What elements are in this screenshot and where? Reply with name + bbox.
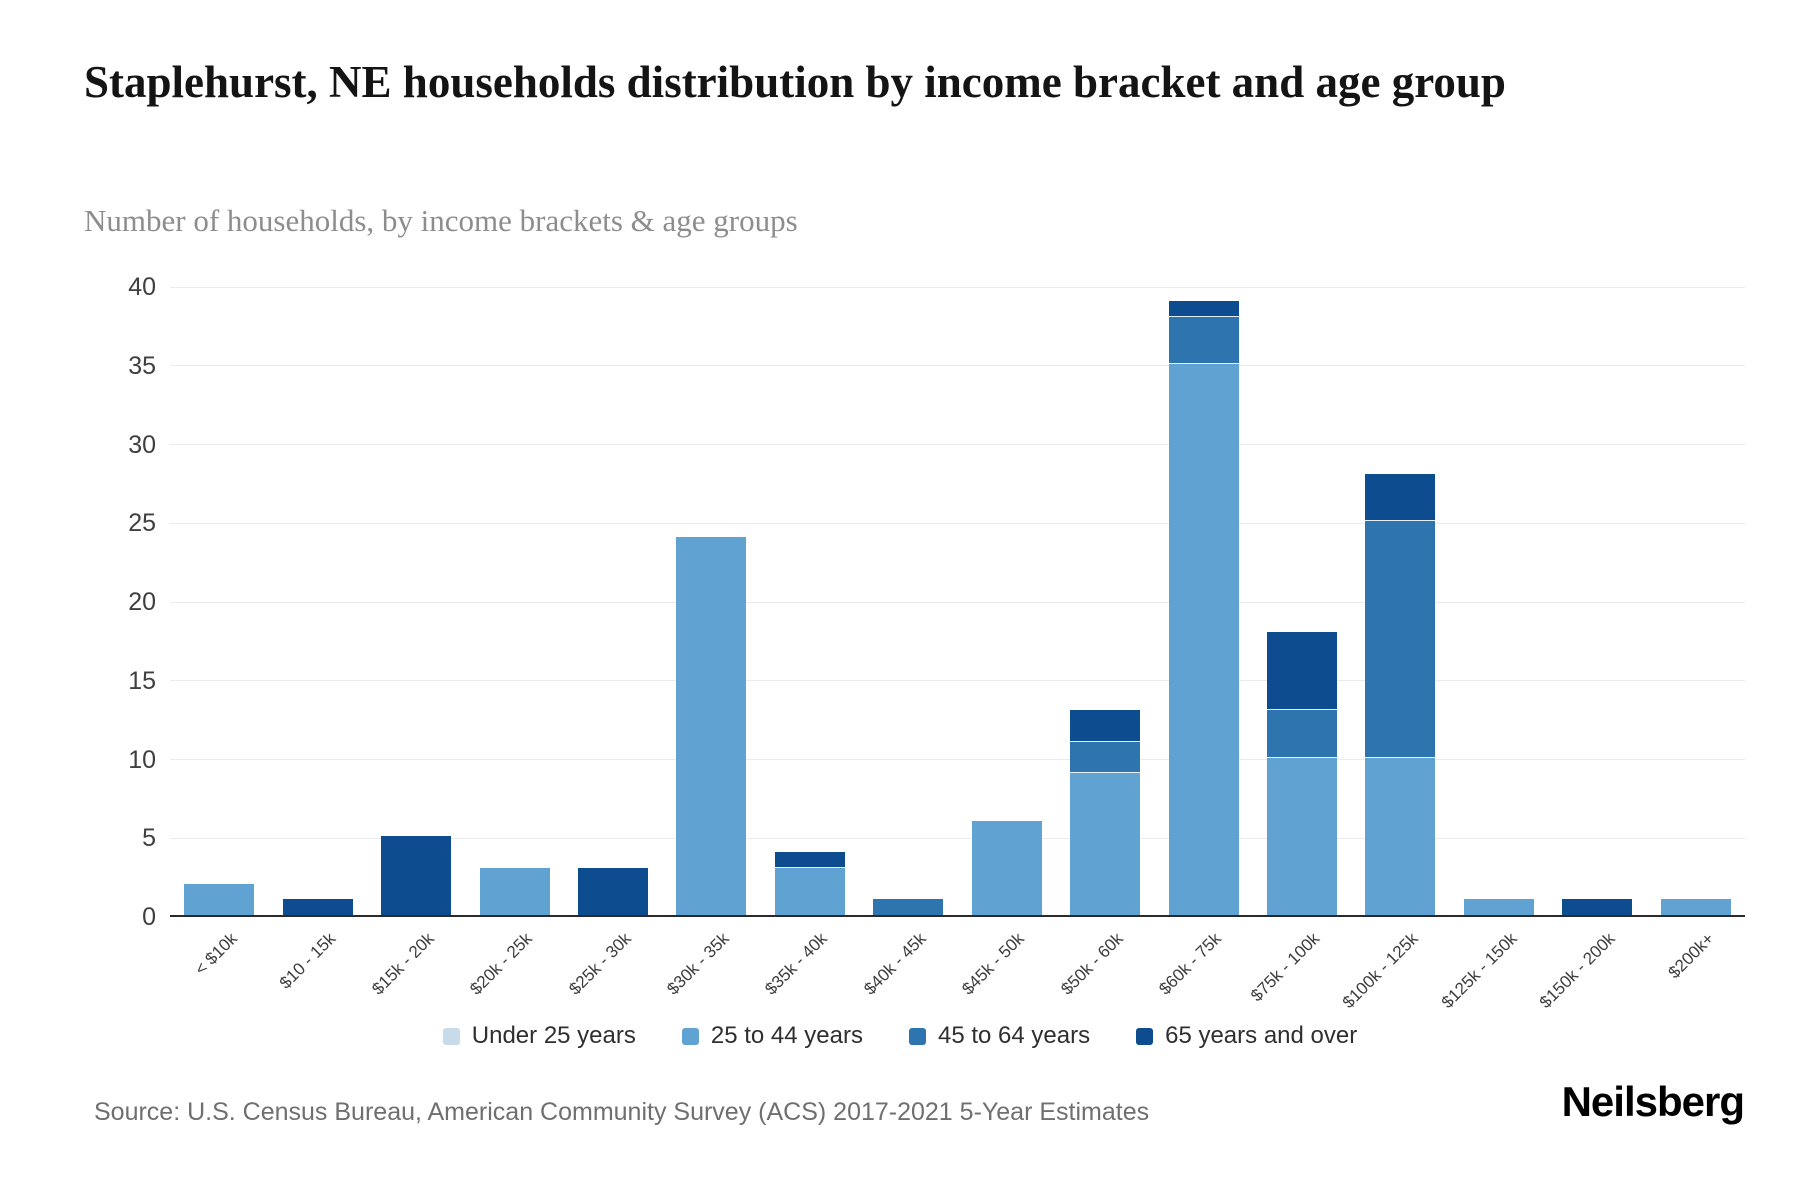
x-axis-tick-label: $150k - 200k: [1535, 929, 1619, 1012]
legend-swatch: [908, 1027, 926, 1045]
bar-segment[interactable]: [1168, 316, 1239, 364]
bar-stack: [1562, 287, 1633, 915]
x-axis-tick-label: $15k - 20k: [367, 929, 438, 999]
chart-title: Staplehurst, NE households distribution …: [84, 57, 1506, 107]
bar-segment[interactable]: [184, 883, 255, 915]
y-axis-tick-label: 30: [128, 430, 156, 459]
y-gridline: [170, 680, 1745, 682]
bar-segment[interactable]: [1070, 710, 1141, 742]
bar-stack: [479, 287, 550, 915]
bar-segment[interactable]: [676, 537, 747, 915]
bar-stack: [971, 287, 1042, 915]
y-gridline: [170, 837, 1745, 839]
x-axis-tick-label: $75k - 100k: [1247, 929, 1324, 1006]
bar-segment[interactable]: [1070, 773, 1141, 915]
y-gridline: [170, 444, 1745, 445]
legend: Under 25 years 25 to 44 years 45 to 64 yea…: [0, 1022, 1800, 1050]
source-text: Source: U.S. Census Bureau, American Com…: [94, 1098, 1150, 1126]
x-axis-tick-label: $25k - 30k: [564, 929, 635, 999]
x-axis-tick-label: $50k - 60k: [1057, 929, 1127, 999]
bar-stack: [1267, 287, 1338, 915]
legend-swatch: [442, 1027, 460, 1045]
y-axis-tick-label: 35: [128, 351, 156, 380]
x-axis-tick-label: $35k - 40k: [761, 929, 832, 999]
bar-segment[interactable]: [479, 867, 550, 915]
bar-segment[interactable]: [873, 899, 944, 915]
bar-segment[interactable]: [1267, 631, 1338, 711]
legend-item[interactable]: 25 to 44 years: [681, 1022, 863, 1050]
y-axis-tick-label: 5: [142, 824, 156, 853]
y-gridline: [170, 365, 1745, 367]
bar-segment[interactable]: [971, 820, 1042, 915]
bar-segment[interactable]: [774, 852, 845, 868]
x-axis-tick-label: $40k - 45k: [860, 929, 930, 999]
bar-stack: [774, 287, 845, 915]
bar-stack: [873, 287, 944, 915]
bar-segment[interactable]: [577, 867, 648, 915]
bar-stack: [1463, 287, 1534, 915]
legend-swatch: [1136, 1027, 1154, 1045]
bar-segment[interactable]: [1168, 363, 1239, 915]
bar-stack: [184, 287, 255, 915]
bar-stack: [676, 287, 747, 915]
y-axis-tick-label: 10: [128, 745, 156, 774]
bar-stack: [1070, 287, 1141, 915]
bar-segment[interactable]: [1365, 757, 1436, 915]
x-axis-tick-label: $100k - 125k: [1338, 929, 1422, 1012]
x-axis-tick-label: < $10k: [190, 929, 241, 979]
y-axis-tick-label: 40: [128, 273, 156, 301]
bar-segment[interactable]: [381, 836, 452, 915]
y-gridline: [170, 522, 1745, 524]
x-axis-tick-label: $10 - 15k: [275, 929, 340, 993]
legend-item[interactable]: 65 years and over: [1136, 1022, 1357, 1050]
y-gridline: [170, 286, 1745, 288]
x-axis-tick-label: $125k - 150k: [1437, 929, 1521, 1012]
bar-stack: [577, 287, 648, 915]
legend-item[interactable]: Under 25 years: [442, 1022, 636, 1050]
chart-subtitle: Number of households, by income brackets…: [84, 203, 798, 238]
bar-segment[interactable]: [1168, 300, 1239, 317]
bar-segment[interactable]: [1463, 899, 1534, 915]
legend-swatch: [681, 1027, 699, 1045]
bar-stack: [282, 287, 353, 915]
bar-stack: [1660, 287, 1731, 915]
legend-label: 45 to 64 years: [937, 1022, 1091, 1049]
legend-label: 25 to 44 years: [710, 1022, 863, 1049]
bar-segment[interactable]: [1660, 899, 1731, 915]
y-axis-tick-label: 0: [142, 903, 156, 931]
x-axis-tick-label: $30k - 35k: [663, 929, 733, 999]
bar-stack: [1365, 287, 1436, 915]
y-gridline: [170, 759, 1745, 760]
y-axis-tick-label: 15: [128, 666, 156, 695]
y-gridline: [170, 601, 1745, 603]
x-axis-tick-label: $200k+: [1664, 929, 1718, 983]
y-axis-tick-label: 25: [128, 509, 156, 538]
bar-segment[interactable]: [1365, 474, 1436, 522]
bar-segment[interactable]: [282, 899, 353, 915]
x-axis-labels: < $10k $10 - 15k $15k - 20k $20k - 25k $25k …: [170, 929, 1745, 1024]
bar-segment[interactable]: [1267, 757, 1338, 915]
bar-segment[interactable]: [1070, 741, 1141, 774]
y-axis-labels: 0 5 10 15 20 25 30 35 40: [70, 273, 156, 931]
legend-label: Under 25 years: [471, 1022, 636, 1049]
bar-segment[interactable]: [1562, 899, 1633, 915]
bar-stack: [1168, 287, 1239, 915]
plot-area: [170, 286, 1745, 917]
legend-label: 65 years and over: [1165, 1022, 1358, 1049]
bar-stack: [381, 287, 452, 915]
x-axis-tick-label: $20k - 25k: [466, 929, 536, 999]
brand-logo: Neilsberg: [1561, 1078, 1745, 1125]
legend-item[interactable]: 45 to 64 years: [908, 1022, 1091, 1050]
x-axis-tick-label: $60k - 75k: [1155, 929, 1226, 999]
bar-segment[interactable]: [1267, 710, 1338, 758]
y-axis-tick-label: 20: [128, 588, 156, 616]
bar-segment[interactable]: [774, 867, 845, 915]
x-axis-tick-label: $45k - 50k: [958, 929, 1029, 999]
bar-segment[interactable]: [1365, 521, 1436, 758]
